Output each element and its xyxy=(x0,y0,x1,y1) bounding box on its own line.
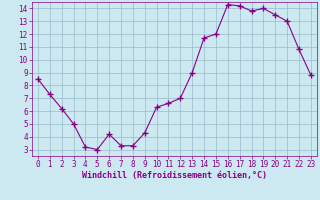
X-axis label: Windchill (Refroidissement éolien,°C): Windchill (Refroidissement éolien,°C) xyxy=(82,171,267,180)
